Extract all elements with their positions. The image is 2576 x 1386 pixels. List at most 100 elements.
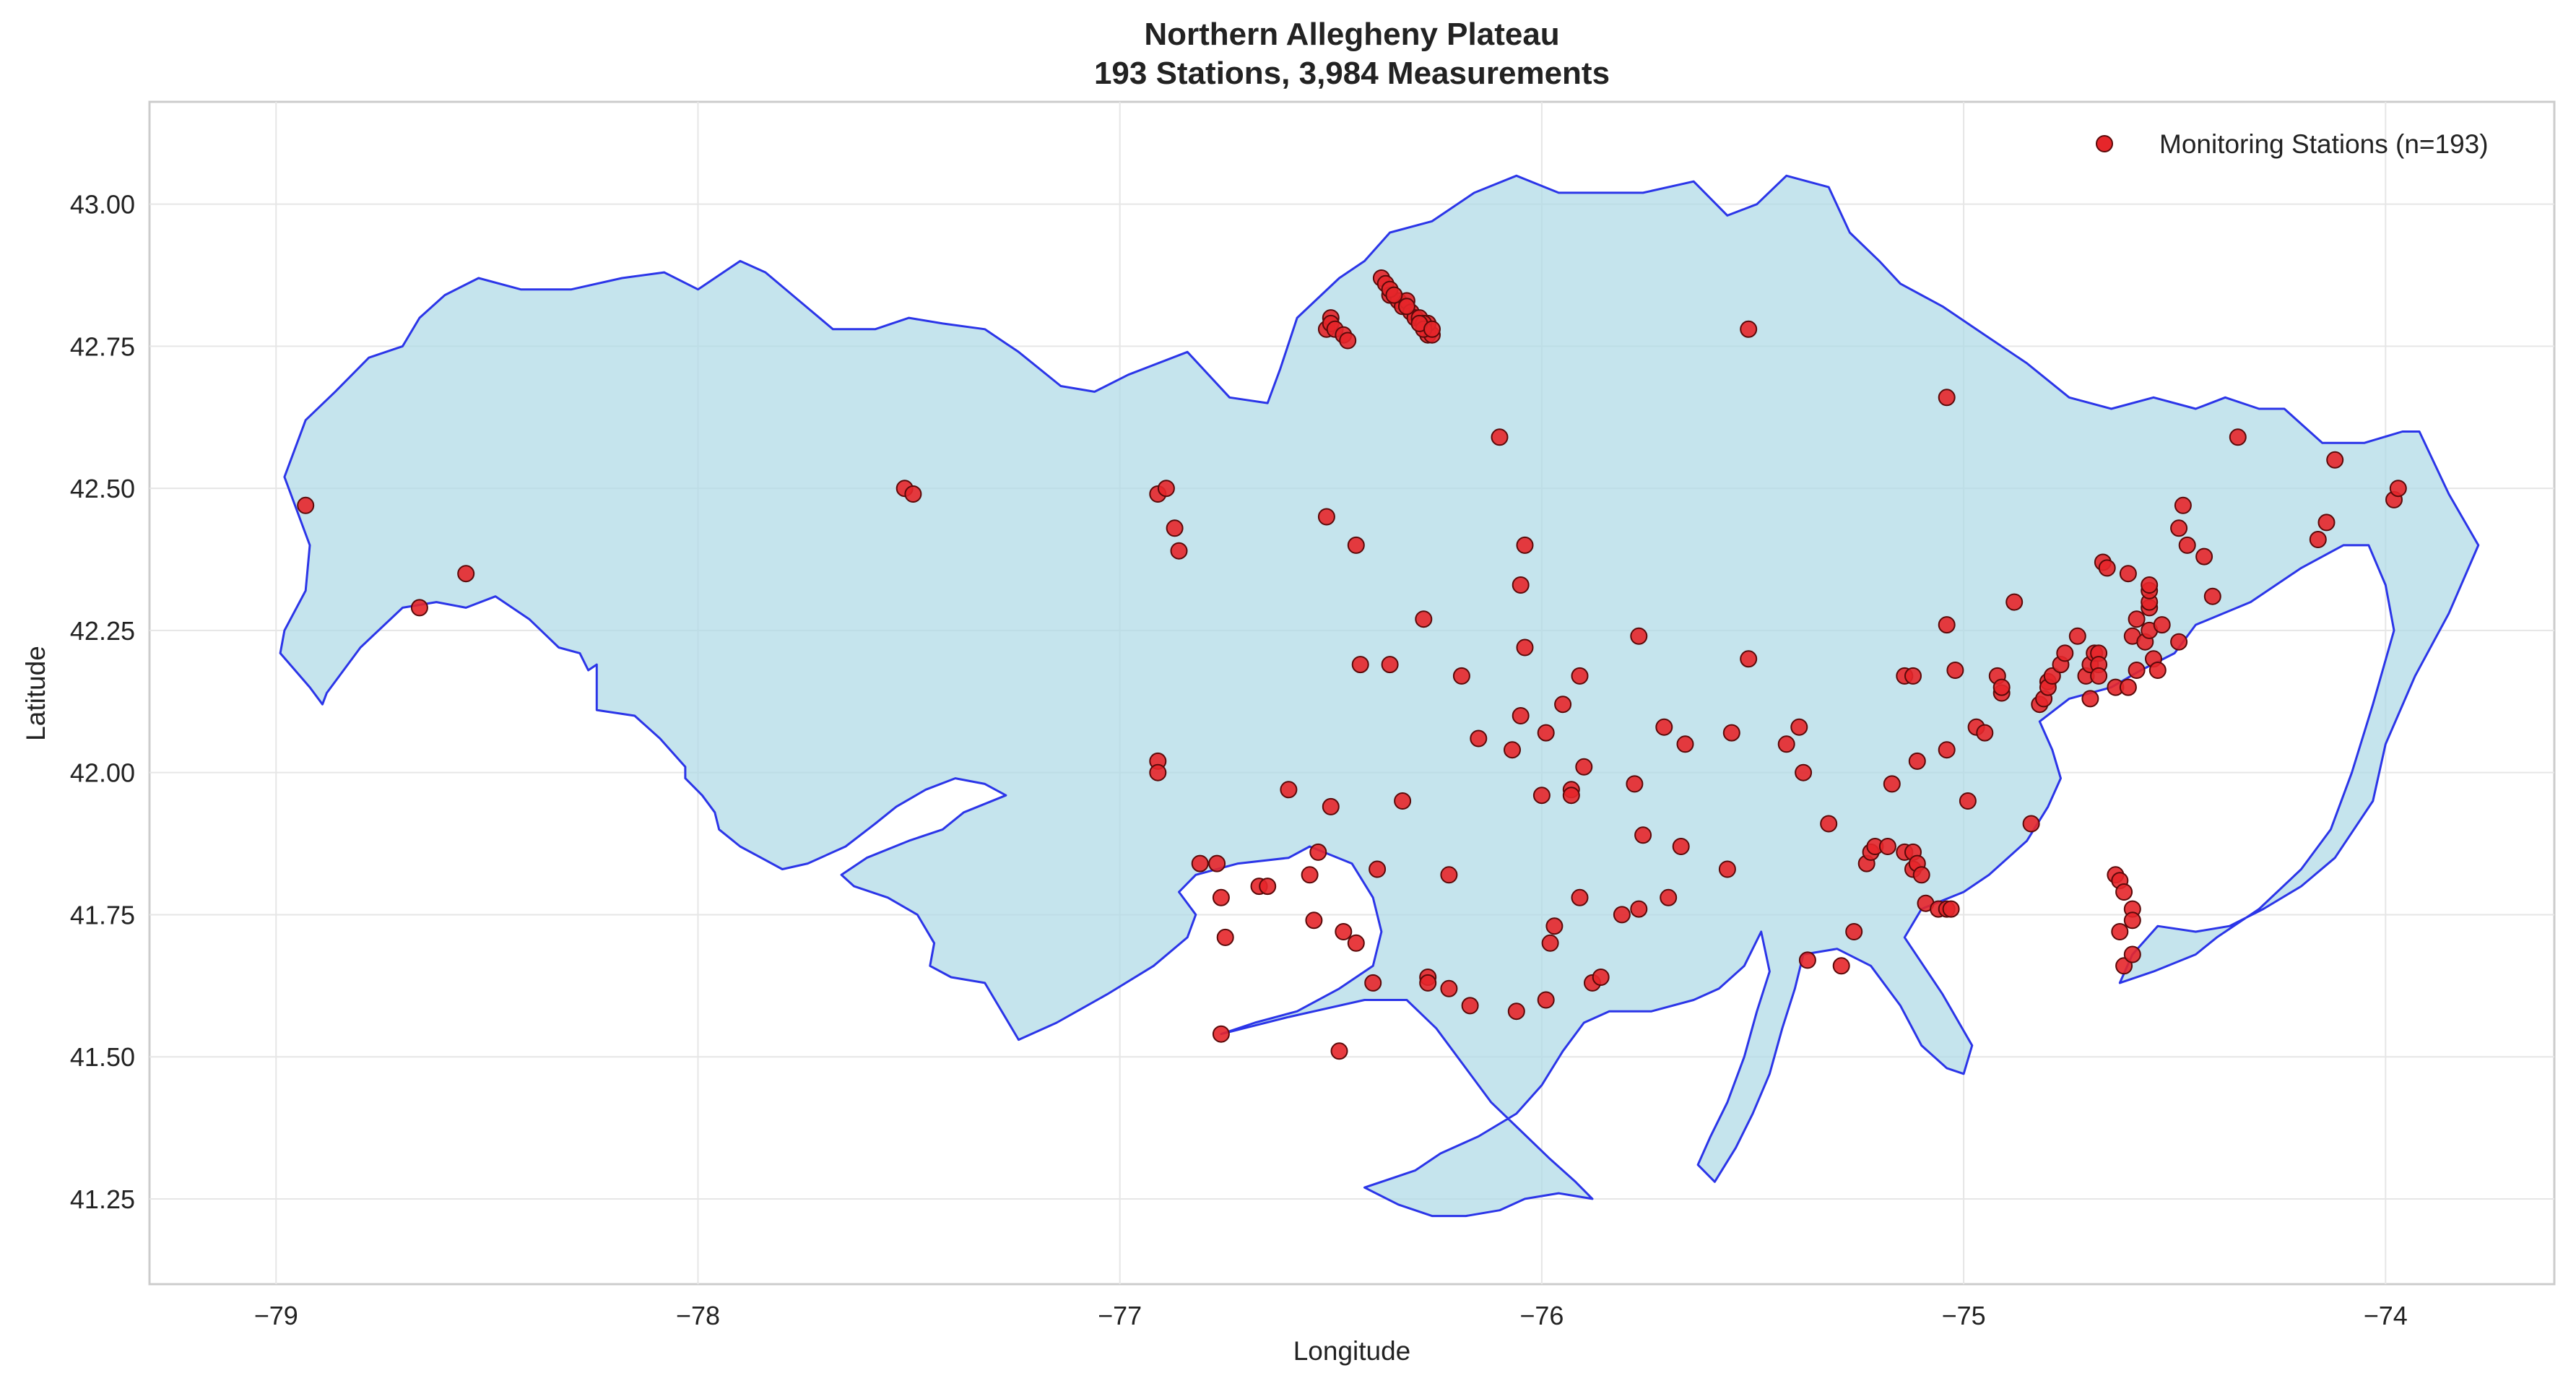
station-point [2022,815,2040,833]
station-point [1554,696,1572,714]
station-point [1347,934,1365,952]
station-point [2005,593,2024,611]
y-tick-label: 42.50 [70,474,135,503]
station-point [1280,781,1298,799]
station-point [1722,724,1740,742]
legend-marker [2096,135,2113,152]
station-point [297,496,315,514]
stations-layer [297,269,2407,1060]
x-tick-label: −76 [1519,1301,1564,1330]
station-point [1170,542,1188,560]
station-point [1259,878,1277,896]
station-point [2309,531,2327,548]
station-point [2148,662,2167,679]
station-point [2317,514,2336,532]
station-point [2111,923,2129,940]
station-point [1423,320,1441,338]
station-point [1452,667,1470,685]
station-point [1562,787,1580,805]
station-point [2170,633,2188,651]
x-tick-label: −79 [254,1301,298,1330]
station-point [2229,428,2247,446]
chart-title-line1: Northern Allegheny Plateau [1144,17,1559,52]
station-point [1820,815,1838,833]
y-tick-label: 41.75 [70,900,135,930]
station-point [1537,991,1555,1009]
station-point [1369,860,1387,878]
station-point [2141,576,2159,594]
station-point [2389,480,2407,498]
station-point [1149,763,1167,781]
plot-area [148,100,2556,1286]
legend-label: Monitoring Stations (n=193) [2159,129,2489,159]
y-tick-label: 42.75 [70,332,135,361]
station-point [1208,854,1226,872]
station-point [2203,587,2221,605]
station-point [2128,662,2146,679]
station-point [1938,389,1956,407]
station-point [1798,951,1816,969]
station-point [1491,428,1509,446]
station-point [1305,911,1323,930]
y-tick-label: 43.00 [70,190,135,220]
station-point [1397,298,1415,316]
x-tick-label: −78 [676,1301,720,1330]
station-point [1419,974,1437,992]
station-point [1330,1042,1348,1060]
station-point [2153,616,2171,634]
station-point [1385,286,1403,304]
x-tick-label: −74 [2364,1301,2408,1330]
station-point [1166,519,1184,537]
station-point [1883,775,1901,793]
legend: Monitoring Stations (n=193) [2096,129,2489,159]
station-point [1216,928,1234,946]
station-point [1191,854,1209,872]
station-point [1317,508,1335,526]
station-point [1660,888,1678,906]
station-point [1301,866,1319,884]
station-point [1512,576,1530,594]
station-point [1347,536,1365,554]
station-point [1976,724,1994,742]
station-point [1351,656,1369,674]
station-point [1912,866,1930,884]
station-point [1512,707,1530,724]
station-point [2081,690,2099,708]
y-axis-ticks: 41.25 41.50 41.75 42.00 42.25 42.50 42.75 43.00 [70,190,135,1214]
station-point [1845,923,1863,940]
station-point [2123,945,2141,963]
station-point [457,565,475,583]
station-point [1440,979,1458,997]
station-point [1634,826,1652,844]
station-point [1394,792,1412,810]
station-point [1626,775,1644,793]
station-point [1718,860,1736,878]
station-point [2128,610,2146,628]
x-tick-label: −75 [1942,1301,1986,1330]
station-point [1507,1002,1525,1021]
station-point [1592,969,1610,986]
y-tick-label: 42.00 [70,758,135,788]
station-point [2178,536,2196,554]
station-point [2119,678,2137,696]
station-point [1440,866,1458,884]
station-point [1630,627,1648,645]
station-point [1537,724,1555,742]
station-point [1777,735,1795,753]
region-layer [279,174,2480,1218]
station-point [2115,883,2133,901]
station-point [1942,900,1960,918]
station-point [2090,667,2108,685]
station-point [1532,787,1551,805]
station-point [1938,616,1956,634]
station-point [1908,752,1926,770]
station-point [1504,741,1521,759]
station-point [2123,911,2141,930]
station-point [2170,519,2188,537]
station-point [1676,735,1694,753]
station-point [1832,957,1850,975]
x-axis-ticks: −79 −78 −77 −76 −75 −74 [254,1301,2408,1330]
station-point [1946,662,1964,679]
station-point [1790,718,1808,736]
